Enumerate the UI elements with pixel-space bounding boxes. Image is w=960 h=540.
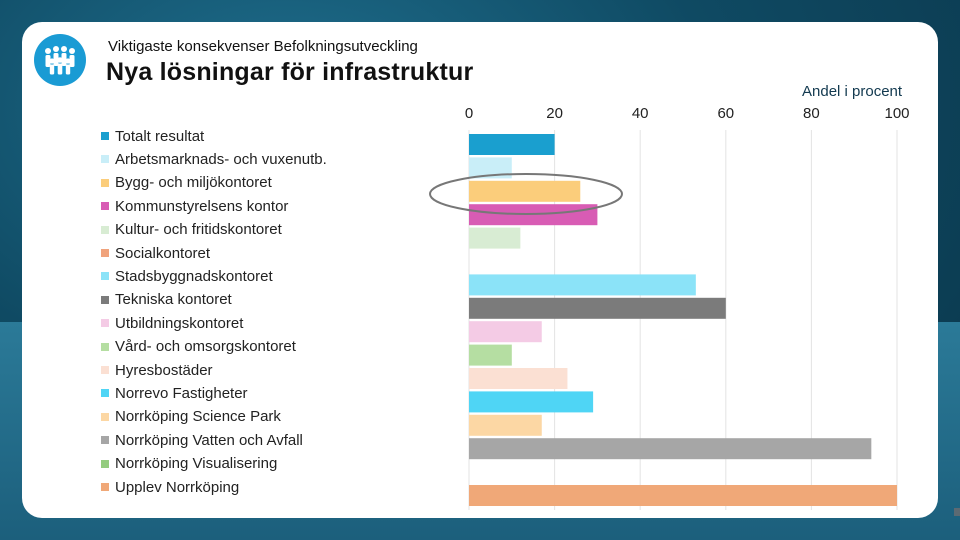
legend-swatch bbox=[101, 342, 109, 351]
legend-label: Tekniska kontoret bbox=[115, 291, 232, 309]
corner-mark bbox=[954, 508, 960, 516]
legend-item: Norrköping Visualisering bbox=[101, 454, 277, 474]
legend-item: Upplev Norrköping bbox=[101, 477, 239, 497]
legend-item: Vård- och omsorgskontoret bbox=[101, 337, 296, 357]
legend-label: Upplev Norrköping bbox=[115, 478, 240, 496]
bar bbox=[469, 344, 512, 366]
legend-label: Norrköping Science Park bbox=[115, 408, 281, 426]
legend-item: Hyresbostäder bbox=[101, 360, 213, 380]
legend-item: Kultur- och fritidskontoret bbox=[101, 220, 282, 240]
x-tick-label: 0 bbox=[465, 105, 473, 122]
legend-item: Norrköping Science Park bbox=[101, 407, 281, 427]
legend-swatch bbox=[101, 272, 109, 281]
legend-item: Socialkontoret bbox=[101, 243, 210, 263]
x-tick-label: 80 bbox=[803, 105, 820, 122]
legend-label: Arbetsmarknads- och vuxenutb. bbox=[115, 150, 327, 168]
bar bbox=[469, 414, 542, 436]
bar bbox=[469, 274, 696, 296]
legend-swatch bbox=[101, 459, 109, 468]
legend-label: Stadsbyggnadskontoret bbox=[115, 267, 273, 285]
legend-item: Bygg- och miljökontoret bbox=[101, 173, 272, 193]
bar bbox=[469, 321, 542, 343]
legend-label: Norrköping Vatten och Avfall bbox=[115, 431, 303, 449]
legend-label: Totalt resultat bbox=[115, 127, 205, 145]
bar bbox=[469, 227, 521, 249]
legend-label: Bygg- och miljökontoret bbox=[115, 174, 272, 192]
x-tick-label: 100 bbox=[884, 105, 909, 122]
legend-item: Arbetsmarknads- och vuxenutb. bbox=[101, 149, 327, 169]
slide-title: Nya lösningar för infrastruktur bbox=[106, 58, 474, 86]
people-group-icon bbox=[34, 34, 86, 86]
legend-swatch bbox=[101, 389, 109, 398]
bar bbox=[469, 297, 726, 319]
legend-item: Norrköping Vatten och Avfall bbox=[101, 430, 303, 450]
legend-item: Stadsbyggnadskontoret bbox=[101, 266, 273, 286]
x-tick-label: 40 bbox=[632, 105, 649, 122]
legend-item: Tekniska kontoret bbox=[101, 290, 232, 310]
legend-label: Utbildningskontoret bbox=[115, 314, 244, 332]
bar bbox=[469, 180, 581, 202]
legend-label: Norrevo Fastigheter bbox=[115, 384, 248, 402]
slide-suptitle: Viktigaste konsekvenser Befolkningsutvec… bbox=[108, 38, 418, 55]
bar bbox=[469, 391, 594, 413]
legend-swatch bbox=[101, 132, 109, 140]
legend-swatch bbox=[101, 483, 109, 491]
bar bbox=[469, 368, 568, 389]
bar bbox=[469, 157, 512, 179]
x-axis-label: Andel i procent bbox=[802, 83, 903, 100]
bar bbox=[469, 134, 555, 155]
legend-swatch bbox=[101, 249, 109, 257]
legend-item: Utbildningskontoret bbox=[101, 313, 243, 333]
bar bbox=[469, 438, 872, 460]
x-tick-label: 60 bbox=[717, 105, 734, 122]
legend-swatch bbox=[101, 295, 109, 304]
legend-swatch bbox=[101, 319, 109, 328]
legend-label: Socialkontoret bbox=[115, 244, 211, 262]
legend-swatch bbox=[101, 225, 109, 234]
legend-swatch bbox=[101, 155, 109, 164]
legend-item: Totalt resultat bbox=[101, 126, 204, 146]
x-tick-label: 20 bbox=[546, 105, 563, 122]
highlight-ellipse bbox=[429, 173, 623, 215]
legend-swatch bbox=[101, 412, 109, 421]
legend-item: Kommunstyrelsens kontor bbox=[101, 196, 288, 216]
legend-label: Kultur- och fritidskontoret bbox=[115, 221, 282, 239]
legend-swatch bbox=[101, 366, 109, 374]
legend-label: Hyresbostäder bbox=[115, 361, 213, 379]
legend-label: Vård- och omsorgskontoret bbox=[115, 338, 296, 356]
legend-swatch bbox=[101, 436, 109, 445]
legend-label: Kommunstyrelsens kontor bbox=[115, 197, 289, 215]
bar bbox=[469, 485, 897, 506]
legend-swatch bbox=[101, 178, 109, 187]
legend-item: Norrevo Fastigheter bbox=[101, 383, 248, 403]
legend-swatch bbox=[101, 202, 109, 211]
legend-label: Norrköping Visualisering bbox=[115, 455, 278, 473]
